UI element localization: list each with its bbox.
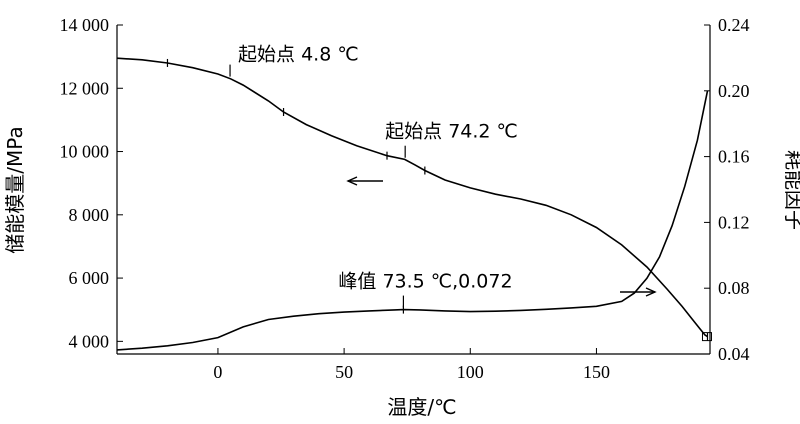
storage-modulus-line [116,57,708,338]
x-tick-label: 150 [583,362,610,382]
left-arrow-head [346,176,358,186]
y-left-tick-label: 14 000 [60,15,110,35]
annotations: 起始点 4.8 ℃ 起始点 74.2 ℃ 峰值 73.5 ℃,0.072 [229,44,657,308]
right-arrow-head [645,287,657,297]
y-left-tick-label: 12 000 [60,78,110,98]
left-arrow [346,176,383,186]
y-right-tick-label: 0.16 [718,147,750,167]
plot-area [116,57,712,351]
y-left-tick-label: 6 000 [69,268,110,288]
y-axis-left-title: 储能模量/MPa [3,126,27,253]
y-left-tick-label: 10 000 [60,142,110,162]
annotation-label: 起始点 74.2 ℃ [385,121,518,143]
y-left-tick-label: 4 000 [69,331,110,351]
right-arrow [620,287,657,297]
y-right-tick-label: 0.04 [718,344,750,364]
y-right-tick-label: 0.08 [718,278,750,298]
loss-factor-line [116,90,709,351]
y-right-tick-label: 0.20 [718,81,750,101]
axes [116,25,711,355]
x-tick-label: 0 [213,362,222,382]
end-marker [701,332,712,342]
x-tick-label: 100 [457,362,484,382]
y-left-tick-label: 8 000 [69,205,110,225]
annotation-label: 峰值 73.5 ℃,0.072 [338,271,512,293]
x-axis-title: 温度/℃ [387,395,456,419]
x-tick-label: 50 [335,362,353,382]
y-axis-right-title: 耗能因子 [782,150,800,230]
ticks: 0 50 100 150 4 000 6 000 8 000 10 000 12 000 14 0… [60,15,750,382]
y-right-tick-label: 0.24 [718,15,750,35]
y-right-tick-label: 0.12 [718,212,750,232]
annotation-label: 起始点 4.8 ℃ [238,44,359,66]
